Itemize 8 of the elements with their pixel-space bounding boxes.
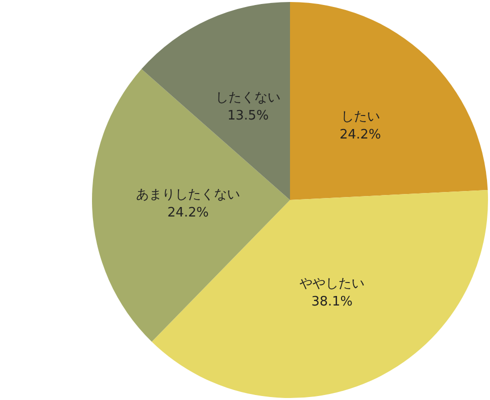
data-label: 13.5%	[227, 108, 269, 124]
data-label: 24.2%	[340, 128, 381, 143]
data-label: 24.2%	[167, 205, 209, 220]
slice-label: したくない	[216, 90, 281, 106]
data-label: 38.1%	[311, 294, 353, 310]
slice-label: あまりしたくない	[136, 187, 240, 202]
slice-label: したい	[340, 110, 380, 125]
slice-label: ややしたい	[299, 276, 364, 292]
